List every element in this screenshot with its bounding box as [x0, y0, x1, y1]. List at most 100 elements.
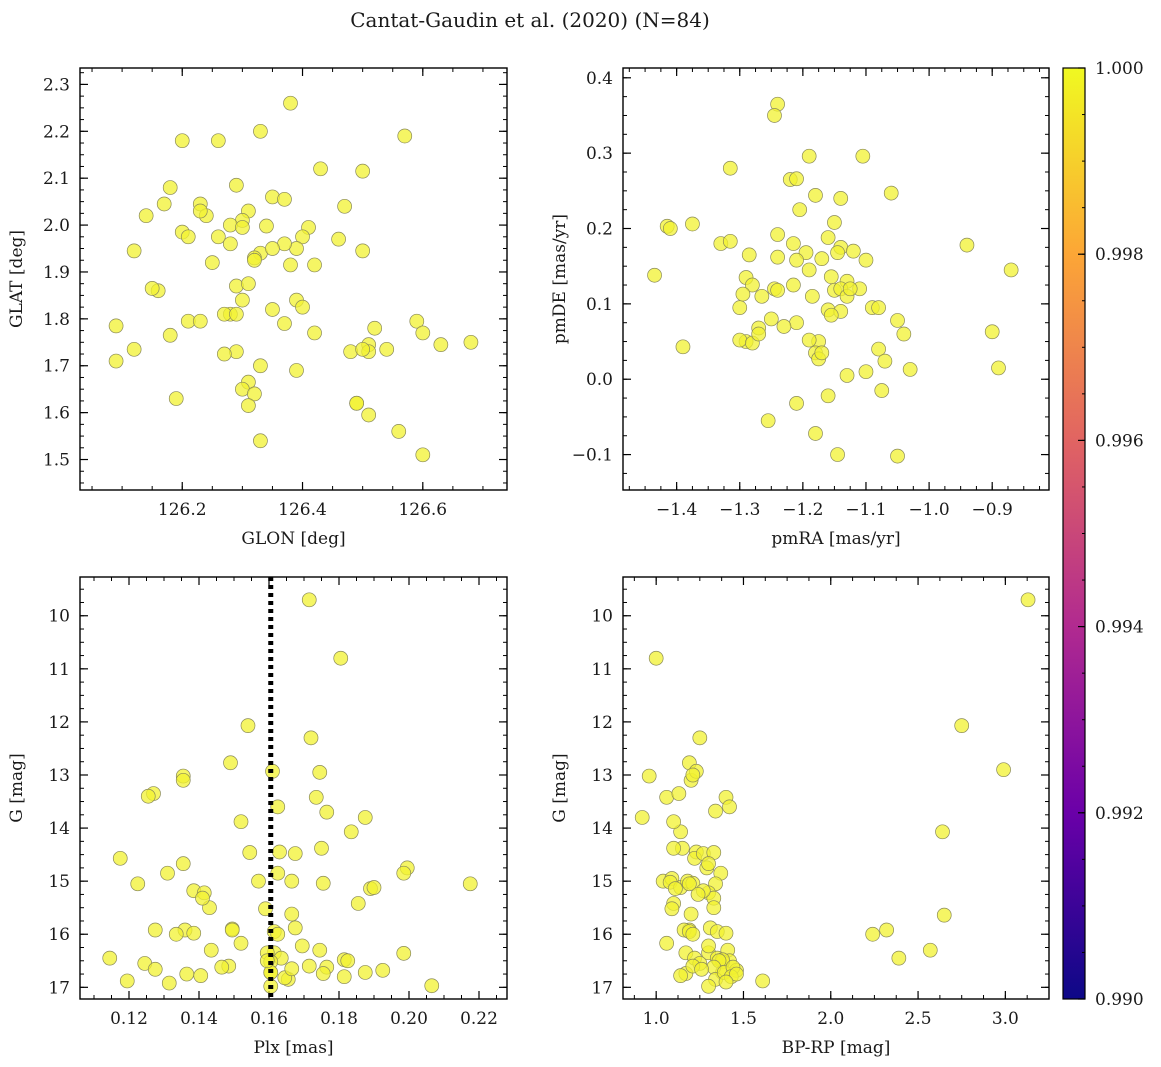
y-tick-label: 14 [48, 819, 70, 839]
data-point [210, 229, 226, 245]
data-point [333, 650, 349, 666]
data-point [229, 278, 244, 294]
x-axis-label: Plx [mas] [253, 1038, 333, 1058]
data-point [240, 718, 256, 733]
minor-ticks [80, 577, 507, 999]
data-point [463, 334, 479, 350]
data-point [671, 786, 687, 801]
data-point [284, 906, 300, 922]
data-point [760, 413, 776, 429]
data-point [391, 424, 407, 439]
data-point [315, 875, 331, 891]
x-tick-label: −0.9 [972, 500, 1013, 520]
data-point [858, 252, 874, 268]
scatter-points [102, 592, 478, 994]
data-point [668, 881, 683, 896]
data-point [179, 966, 195, 982]
data-point [174, 133, 190, 149]
data-point [361, 407, 377, 423]
data-point [891, 950, 907, 966]
data-point [229, 306, 244, 322]
data-point [144, 281, 160, 296]
y-tick-label: 13 [48, 766, 70, 786]
colorbar-tick-label: 0.996 [1095, 431, 1144, 451]
x-tick-label: 0.20 [390, 1009, 428, 1029]
data-point [722, 799, 737, 815]
data-point [265, 302, 280, 317]
x-tick-label: 126.2 [158, 500, 207, 520]
data-point [991, 360, 1006, 376]
data-point [108, 353, 124, 369]
data-point [789, 171, 804, 187]
data-point [827, 215, 842, 230]
data-point [312, 764, 328, 780]
data-point [193, 968, 209, 983]
data-point [833, 191, 849, 206]
data-point [156, 196, 172, 212]
data-point [871, 300, 886, 315]
data-point [729, 966, 744, 982]
data-point [820, 388, 836, 404]
data-point [168, 391, 184, 406]
data-point [119, 973, 135, 989]
y-tick-label: 2.0 [43, 216, 70, 236]
data-point [415, 325, 431, 341]
data-point [147, 922, 163, 938]
data-point [996, 762, 1011, 778]
data-point [251, 873, 266, 889]
y-tick-label: 2.1 [43, 169, 70, 189]
data-point [253, 433, 268, 449]
data-point [223, 217, 238, 233]
y-axis-label: G [mag] [550, 753, 570, 822]
data-point [162, 327, 178, 343]
data-point [289, 363, 304, 378]
data-point [820, 230, 836, 245]
data-point [224, 922, 240, 938]
data-point [690, 887, 706, 902]
data-point [147, 961, 163, 977]
data-point [277, 316, 292, 331]
data-point [754, 288, 770, 304]
data-point [735, 286, 751, 302]
data-point [233, 814, 249, 830]
data-point [229, 344, 244, 360]
axes-frame [79, 67, 508, 491]
data-point [160, 865, 175, 881]
y-tick-label: 13 [591, 766, 613, 786]
data-point [180, 229, 196, 245]
x-tick-label: −1.1 [845, 500, 886, 520]
data-point [673, 968, 688, 983]
data-point [283, 95, 298, 111]
x-tick-label: 0.22 [460, 1009, 498, 1029]
data-point [424, 978, 440, 994]
data-point [216, 346, 232, 362]
panel-pmra-pmde: −1.4 −1.3 −1.2 −1.1 −1.0 −0.9 −0.1 0.0 0.1 0.2 0.3… [550, 67, 1050, 549]
axes-frame [79, 576, 508, 1000]
data-point [259, 218, 274, 234]
data-point [284, 873, 300, 889]
data-point [706, 900, 722, 916]
data-point [272, 844, 287, 860]
data-point [935, 824, 950, 840]
data-point [214, 959, 230, 975]
data-point [204, 255, 220, 270]
data-point [247, 386, 262, 402]
colorbar-tick-label: 0.992 [1095, 804, 1144, 824]
data-point [367, 320, 383, 336]
data-point [307, 257, 322, 273]
data-point [138, 208, 154, 224]
data-point [692, 730, 708, 746]
data-point [701, 978, 716, 994]
data-point [776, 319, 792, 334]
data-point [694, 961, 709, 977]
y-tick-label: 0.1 [586, 295, 613, 315]
data-point [287, 920, 303, 936]
data-point [648, 650, 664, 666]
data-point [858, 364, 874, 380]
y-axis-label: GLAT [deg] [7, 230, 27, 328]
x-tick-label: −1.3 [719, 500, 760, 520]
data-point [265, 189, 280, 205]
data-point [203, 942, 219, 958]
colorbar-tick-label: 1.000 [1095, 59, 1144, 79]
data-point [140, 788, 156, 804]
